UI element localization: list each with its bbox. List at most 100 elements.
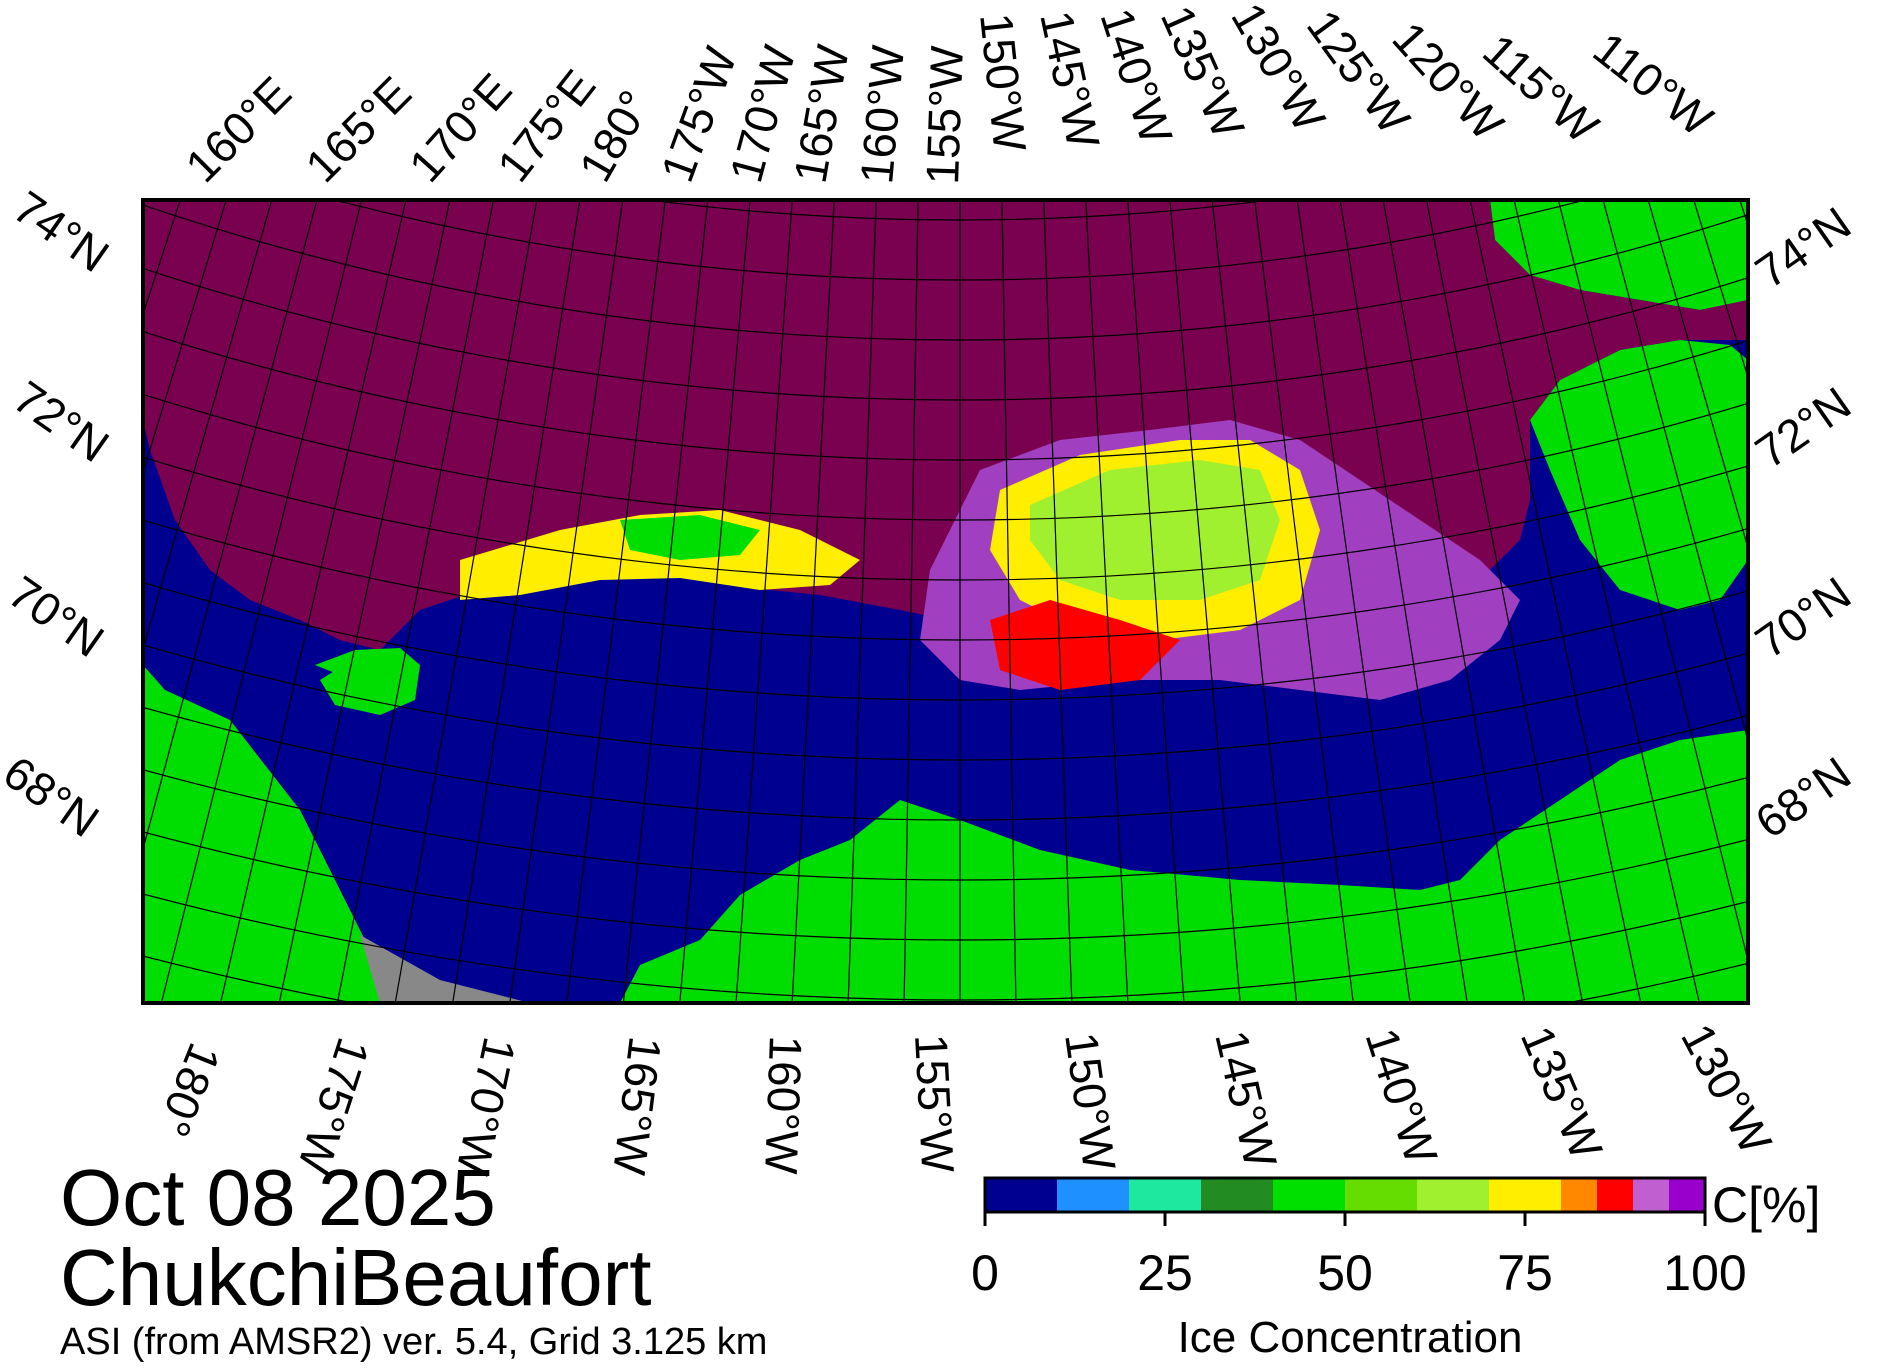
meridian-line [394, 200, 538, 1003]
bottom-lon-label: 130°W [1671, 1015, 1782, 1162]
right-lat-label: 72°N [1746, 377, 1860, 479]
meridian-line [1647, 200, 1748, 551]
colorbar-bin [1129, 1178, 1201, 1212]
meridian-line [1296, 200, 1411, 1003]
meridian-line [1747, 0, 1890, 995]
bottom-lon-label: 140°W [1355, 1022, 1447, 1170]
ice-edge-red [990, 600, 1180, 690]
meridian-line [509, 200, 624, 1003]
right-lat-label: 68°N [1746, 747, 1860, 849]
meridian-line [452, 200, 581, 1003]
meridian-line [847, 200, 877, 1003]
meridian-line [143, 200, 273, 652]
meridian-line [1339, 200, 1468, 1003]
colorbar-ticks: 0 25 50 75 100 [971, 1212, 1747, 1301]
colorbar-bin [1345, 1178, 1417, 1212]
meridian-line [1822, 0, 1890, 952]
bottom-lon-label: 165°W [603, 1034, 672, 1178]
colorbar-bin [985, 1178, 1057, 1212]
bottom-lon-label: 160°W [755, 1035, 812, 1176]
top-lon-label: 160°E [175, 66, 301, 192]
meridian-line [336, 200, 495, 1003]
land-banks-island [1530, 340, 1748, 610]
meridian-line [278, 200, 451, 1003]
colorbar-bin [1417, 1178, 1489, 1212]
meridian-line [735, 200, 793, 1003]
colorbar: 0 25 50 75 100 C[%] Ice Concentration [971, 1176, 1820, 1362]
graticule [143, 0, 1890, 1003]
colorbar-bin [1201, 1178, 1273, 1212]
marginal-ice-open [1030, 460, 1280, 600]
ice-edge-chukchi-green [620, 515, 760, 560]
meridian-line [143, 200, 318, 852]
top-lon-label: 110°W [1584, 22, 1723, 147]
colorbar-tick-label: 50 [1317, 1245, 1373, 1301]
left-lat-label: 74°N [4, 181, 118, 283]
land-siberia [143, 665, 390, 1003]
colorbar-bin [1489, 1178, 1561, 1212]
left-lat-label: 70°N [0, 566, 113, 668]
meridian-line [1859, 0, 1890, 930]
bottom-lon-label: 150°W [1055, 1029, 1126, 1174]
colorbar-label: Ice Concentration [1178, 1313, 1523, 1362]
bottom-lon-label: 155°W [905, 1033, 964, 1175]
meridian-line [1557, 200, 1748, 963]
meridian-line [1211, 200, 1298, 1003]
colorbar-bin [1561, 1178, 1597, 1212]
top-lon-label: 115°W [1473, 24, 1609, 153]
meridian-line [903, 200, 919, 1003]
meridian-line [1469, 200, 1642, 1003]
top-lon-label: 165°E [295, 66, 421, 192]
colorbar-tick-label: 75 [1497, 1245, 1553, 1301]
no-data-area [360, 935, 530, 1003]
meridian-line [1127, 200, 1185, 1003]
map-region: ChukchiBeaufort [60, 1233, 652, 1322]
colorbar-tick-label: 100 [1663, 1245, 1746, 1301]
right-latitude-labels: 74°N 72°N 70°N 68°N [1746, 197, 1860, 849]
meridian-line [219, 200, 407, 1003]
meridian-line [1254, 200, 1354, 1003]
bottom-lon-label: 180° [147, 1036, 231, 1144]
meridian-line [1085, 200, 1129, 1003]
colorbar-bin [1669, 1178, 1705, 1212]
top-longitude-labels: 160°E 165°E 170°E 175°E 180° 175°W 170°W… [175, 0, 1723, 192]
map-source: ASI (from AMSR2) ver. 5.4, Grid 3.125 km [60, 1321, 768, 1363]
top-lon-label: 150°W [970, 11, 1036, 155]
meridian-line [1602, 200, 1748, 744]
colorbar-bin [1057, 1178, 1129, 1212]
meridian-line [1513, 200, 1701, 1003]
left-lat-label: 68°N [0, 746, 108, 848]
meridian-line [1001, 200, 1017, 1003]
meridian-line [622, 200, 709, 1003]
colorbar-bin [1597, 1178, 1633, 1212]
meridian-line [1043, 200, 1073, 1003]
ice-concentration-map [143, 200, 1748, 1003]
colorbar-bins [985, 1178, 1705, 1212]
meridian-line [566, 200, 666, 1003]
land-alaska [620, 730, 1748, 1003]
colorbar-unit: C[%] [1712, 1177, 1820, 1233]
map-date: Oct 08 2025 [60, 1153, 496, 1242]
meridian-line [679, 200, 751, 1003]
colorbar-tick-label: 0 [971, 1245, 999, 1301]
meridian-line [1169, 200, 1241, 1003]
bottom-lon-label: 145°W [1205, 1026, 1287, 1173]
colorbar-bin [1633, 1178, 1669, 1212]
meridian-line [1425, 200, 1584, 1003]
ice-edge-wrangel-green [315, 648, 420, 675]
land-victoria-island [1490, 200, 1748, 310]
right-lat-label: 70°N [1746, 567, 1860, 669]
colorbar-bin [1273, 1178, 1345, 1212]
meridian-line [160, 200, 363, 1003]
colorbar-tick-label: 25 [1137, 1245, 1193, 1301]
bottom-lon-label: 135°W [1511, 1019, 1613, 1167]
right-lat-label: 74°N [1746, 197, 1860, 299]
left-latitude-labels: 74°N 72°N 70°N 68°N [0, 181, 118, 848]
meridian-line [791, 200, 835, 1003]
top-lon-label: 155°W [916, 44, 973, 185]
map-frame [141, 198, 1750, 1005]
meridian-line [1382, 200, 1526, 1003]
left-lat-label: 72°N [4, 371, 118, 473]
top-lon-label: 160°W [850, 43, 914, 186]
